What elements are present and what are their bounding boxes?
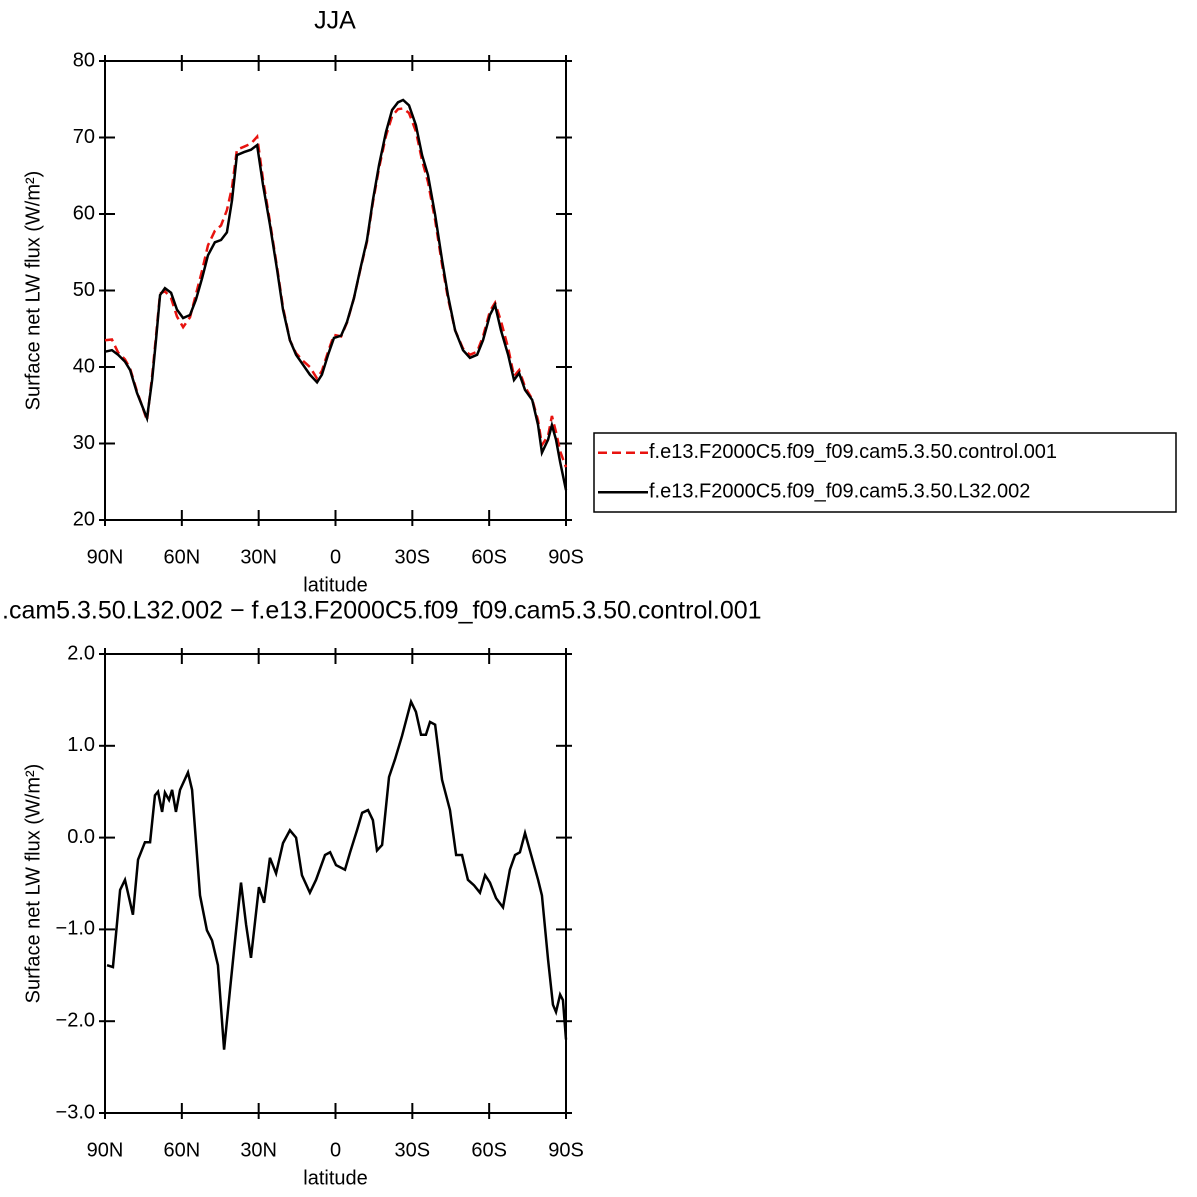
x-tick-label: 60N	[163, 546, 200, 568]
x-tick-label: 90S	[548, 1139, 584, 1161]
legend-label: f.e13.F2000C5.f09_f09.cam5.3.50.L32.002	[649, 481, 1030, 503]
plot-frame	[104, 653, 567, 1114]
y-axis-label: Surface net LW flux (W/m²)	[22, 764, 44, 1004]
y-tick-label: 1.0	[67, 734, 95, 756]
plot-frame	[104, 60, 567, 521]
x-axis-label: latitude	[303, 574, 368, 596]
y-tick-label: 60	[73, 202, 95, 224]
chart-title: JJA	[314, 7, 356, 35]
x-tick-label: 30S	[395, 546, 431, 568]
data-line	[106, 698, 568, 1050]
x-tick-label: 30N	[240, 546, 277, 568]
x-tick-label: 90N	[87, 546, 124, 568]
y-tick-label: 20	[73, 508, 95, 530]
y-tick-label: 0.0	[67, 826, 95, 848]
x-tick-label: 30S	[395, 1139, 431, 1161]
legend-label: f.e13.F2000C5.f09_f09.cam5.3.50.control.…	[649, 441, 1057, 463]
y-tick-label: 30	[73, 432, 95, 454]
y-axis-label: Surface net LW flux (W/m²)	[22, 171, 44, 411]
y-tick-label: 40	[73, 355, 95, 377]
y-tick-label: −2.0	[56, 1009, 95, 1031]
x-tick-label: 60N	[163, 1139, 200, 1161]
y-tick-label: 50	[73, 279, 95, 301]
y-tick-label: 2.0	[67, 642, 95, 664]
panel: .cam5.3.50.L32.002 − f.e13.F2000C5.f09_f…	[2, 597, 762, 1190]
x-tick-label: 90S	[548, 546, 584, 568]
x-axis-label: latitude	[303, 1167, 368, 1189]
x-tick-label: 0	[330, 1139, 341, 1161]
y-tick-label: −3.0	[56, 1101, 95, 1123]
data-line	[104, 98, 568, 491]
x-tick-label: 60S	[471, 546, 507, 568]
x-tick-label: 30N	[240, 1139, 277, 1161]
legend-box	[593, 432, 1177, 513]
y-tick-label: 70	[73, 126, 95, 148]
y-tick-label: 80	[73, 49, 95, 71]
chart-title: .cam5.3.50.L32.002 − f.e13.F2000C5.f09_f…	[2, 597, 762, 625]
x-tick-label: 0	[330, 546, 341, 568]
y-tick-label: −1.0	[56, 918, 95, 940]
x-tick-label: 90N	[87, 1139, 124, 1161]
x-tick-label: 60S	[471, 1139, 507, 1161]
panel: JJA Surface net LW flux (W/m²) latitude 20 3…	[22, 7, 1177, 596]
data-line	[104, 107, 568, 468]
